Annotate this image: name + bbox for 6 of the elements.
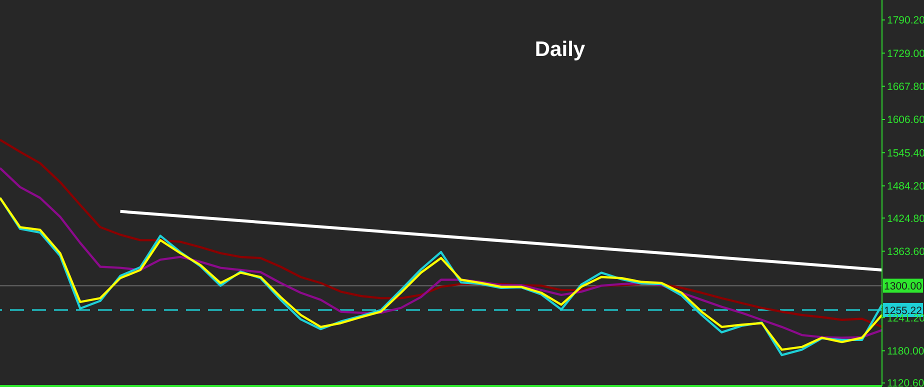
y-tick-label: 1180.00 xyxy=(887,345,924,358)
line-series xyxy=(0,138,884,328)
ref-line-label: 1300.00 xyxy=(884,280,922,293)
line-series xyxy=(0,166,884,339)
text: Daily xyxy=(534,38,586,62)
y-tick-label: 1120.60 xyxy=(887,378,924,387)
